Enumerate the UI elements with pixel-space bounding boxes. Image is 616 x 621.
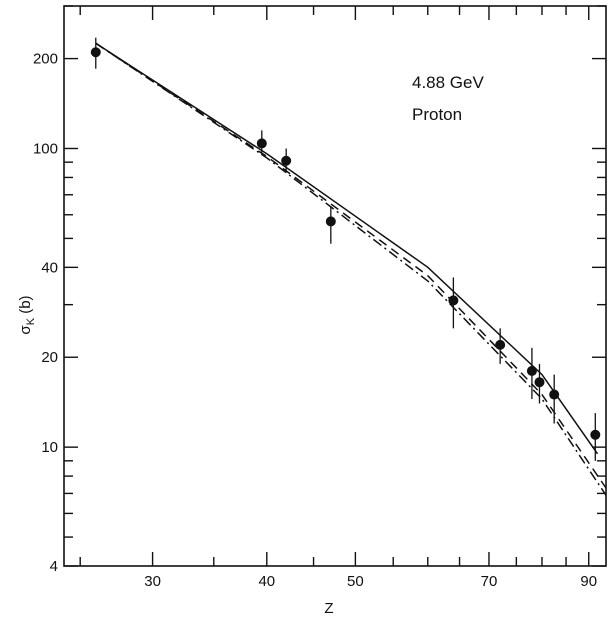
curve-dashed: [95, 42, 607, 489]
x-tick-label: 90: [580, 573, 597, 590]
plot-border: [63, 5, 607, 567]
data-points: [90, 37, 601, 461]
theory-curves: [95, 42, 607, 496]
y-axis-symbol: σ: [17, 325, 34, 335]
y-axis-ticks: 4 10 20 40 100 200: [33, 5, 606, 575]
y-tick-label: 20: [41, 349, 58, 366]
data-point: [534, 377, 545, 388]
data-point: [526, 365, 537, 376]
y-axis-title: σK (b): [17, 295, 37, 334]
svg-text:σK (b): σK (b): [17, 295, 37, 334]
plot-frame: [63, 5, 607, 567]
y-tick-label: 4: [50, 558, 58, 575]
curve-dash-dot: [95, 42, 607, 496]
data-point: [90, 47, 101, 58]
x-tick-label: 50: [347, 573, 364, 590]
data-point: [256, 138, 267, 149]
x-axis-ticks: 30 40 50 70 90: [79, 6, 597, 590]
x-axis-title: Z: [324, 600, 333, 617]
y-axis-unit: (b): [17, 295, 34, 313]
y-tick-label: 40: [41, 259, 58, 276]
data-point: [281, 155, 292, 166]
data-point: [495, 339, 506, 350]
data-point: [590, 429, 601, 440]
data-point: [325, 216, 336, 227]
curve-solid: [95, 42, 599, 455]
y-tick-label: 10: [41, 439, 58, 456]
y-tick-label: 100: [33, 140, 58, 157]
x-tick-label: 40: [258, 573, 275, 590]
y-axis-subscript: K: [25, 317, 37, 325]
particle-annotation: Proton: [412, 105, 462, 124]
data-point: [549, 389, 560, 400]
energy-annotation: 4.88 GeV: [412, 73, 484, 92]
y-tick-label: 200: [33, 51, 58, 68]
x-tick-label: 30: [144, 573, 161, 590]
data-point: [448, 295, 459, 306]
x-tick-label: 70: [481, 573, 498, 590]
